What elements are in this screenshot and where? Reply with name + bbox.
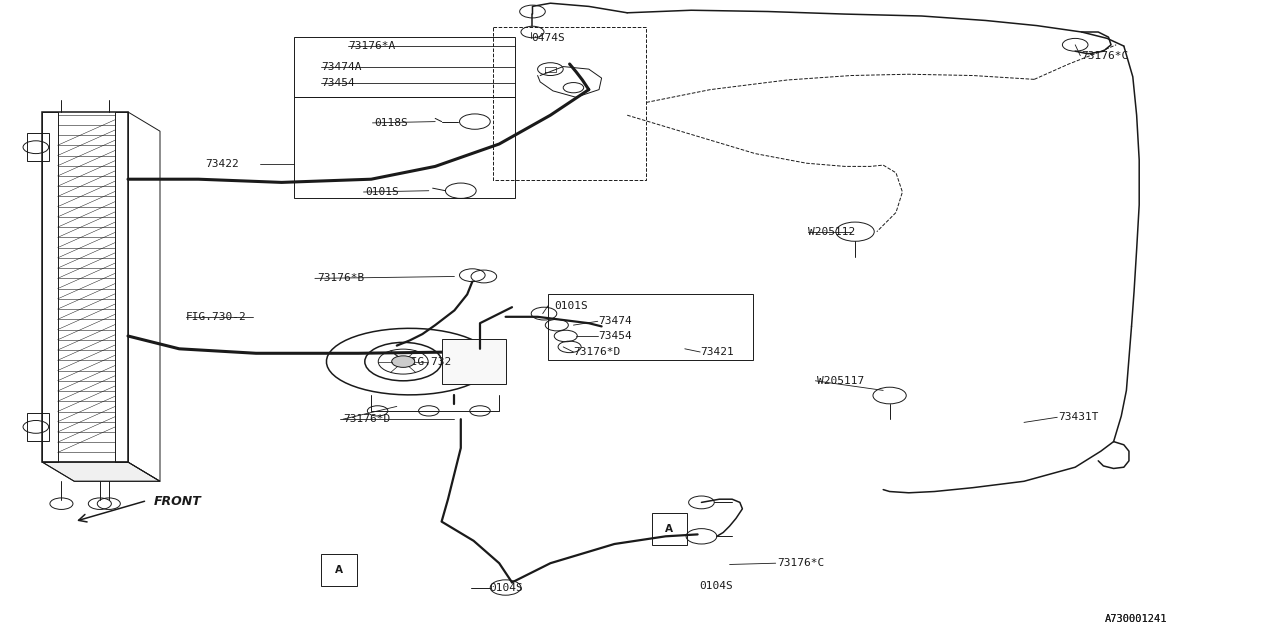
Text: W205117: W205117 [817,376,864,386]
Text: 0101S: 0101S [554,301,588,311]
Text: FRONT: FRONT [154,495,201,508]
Text: 0101S: 0101S [365,187,398,197]
Text: 73474: 73474 [598,316,631,326]
Polygon shape [442,339,506,384]
Text: A730001241: A730001241 [1105,614,1167,624]
Text: FIG.732: FIG.732 [404,356,452,367]
Polygon shape [42,462,160,481]
Text: 0104S: 0104S [699,580,732,591]
Text: A: A [335,564,343,575]
Text: 0104S: 0104S [489,582,522,593]
Text: 73176*B: 73176*B [317,273,365,284]
Text: 73454: 73454 [598,331,631,341]
Text: W205112: W205112 [808,227,855,237]
Text: 0118S: 0118S [374,118,407,128]
Text: 73176*D: 73176*D [343,414,390,424]
Text: 73474A: 73474A [321,61,362,72]
Text: 73421: 73421 [700,347,733,357]
Text: A: A [666,524,673,534]
Text: 73176*C: 73176*C [1082,51,1129,61]
Text: 73176*C: 73176*C [777,558,824,568]
Text: FIG.730-2: FIG.730-2 [186,312,246,322]
Text: 73176*D: 73176*D [573,347,621,357]
Text: 73176*A: 73176*A [348,41,396,51]
Text: 0474S: 0474S [531,33,564,44]
Text: A730001241: A730001241 [1105,614,1167,624]
Circle shape [392,356,415,367]
Text: 73431T: 73431T [1059,412,1100,422]
Text: 73454: 73454 [321,78,355,88]
Text: 73422: 73422 [205,159,238,170]
